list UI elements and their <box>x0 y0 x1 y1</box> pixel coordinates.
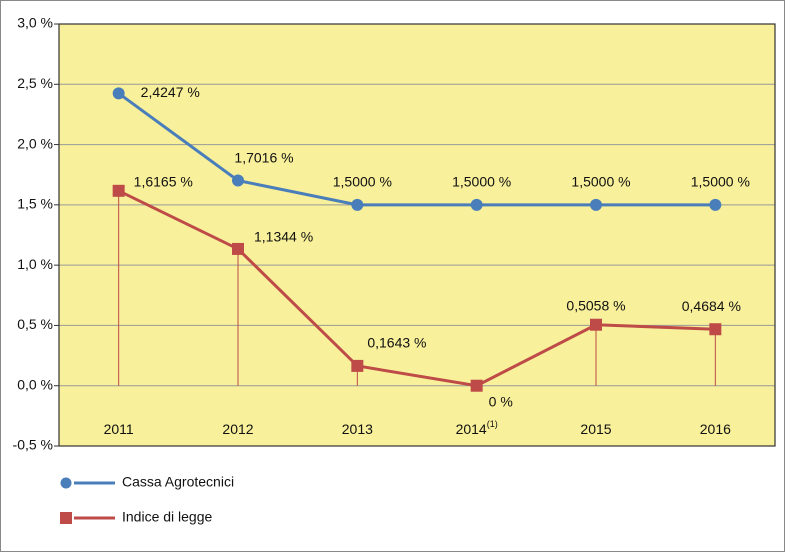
data-label: 0 % <box>489 393 513 409</box>
data-label: 1,5000 % <box>691 174 750 190</box>
x-tick-text: 2014 <box>456 421 487 437</box>
y-tick-label: 2,5 % <box>17 75 53 91</box>
legend-label: Indice di legge <box>122 509 213 525</box>
marker <box>590 318 602 331</box>
x-tick-superscript: (1) <box>487 419 498 429</box>
x-tick-text: 2012 <box>222 421 253 437</box>
marker <box>709 198 722 211</box>
x-tick-label: 2015 <box>580 421 611 437</box>
data-label: 1,5000 % <box>571 174 630 190</box>
data-label: 0,5058 % <box>566 297 625 313</box>
x-tick-label: 2012 <box>222 421 253 437</box>
marker <box>351 359 364 372</box>
marker <box>112 184 125 197</box>
x-tick-text: 2016 <box>700 421 731 437</box>
data-label: 1,1344 % <box>254 229 313 245</box>
x-tick-label: 2013 <box>342 421 373 437</box>
legend-marker <box>60 512 72 524</box>
marker <box>470 198 483 211</box>
data-label: 1,7016 % <box>234 149 293 165</box>
y-tick-label: 1,5 % <box>17 196 53 212</box>
marker <box>470 379 483 392</box>
legend-marker <box>60 477 72 489</box>
data-label: 1,6165 % <box>134 174 193 190</box>
x-tick-text: 2013 <box>342 421 373 437</box>
marker <box>232 242 244 255</box>
series-line <box>118 189 716 388</box>
x-tick-label: 2016 <box>700 421 731 437</box>
marker <box>232 174 244 187</box>
series-line <box>117 92 716 207</box>
marker <box>351 198 364 211</box>
marker <box>112 87 125 100</box>
data-label: 0,1643 % <box>367 335 426 351</box>
y-tick-label: 3,0 % <box>17 15 53 31</box>
x-tick-text: 2015 <box>580 421 611 437</box>
marker <box>709 323 722 336</box>
x-tick-label: 2011 <box>104 421 134 437</box>
y-tick-label: 0,5 % <box>17 316 53 332</box>
x-tick-label: 2014(1) <box>456 419 498 436</box>
legend-label: Cassa Agrotecnici <box>122 474 234 490</box>
y-tick-label: -0,5 % <box>13 437 53 453</box>
plot-border <box>58 23 776 447</box>
y-tick-label: 2,0 % <box>17 135 53 151</box>
x-tick-text: 2011 <box>104 421 134 437</box>
y-tick-label: 0,0 % <box>17 376 53 392</box>
y-tick-label: 1,0 % <box>17 256 53 272</box>
data-label: 1,5000 % <box>333 174 392 190</box>
data-label: 0,4684 % <box>682 298 741 314</box>
data-label: 1,5000 % <box>452 174 511 190</box>
data-label: 2,4247 % <box>141 84 200 100</box>
marker <box>590 198 602 211</box>
